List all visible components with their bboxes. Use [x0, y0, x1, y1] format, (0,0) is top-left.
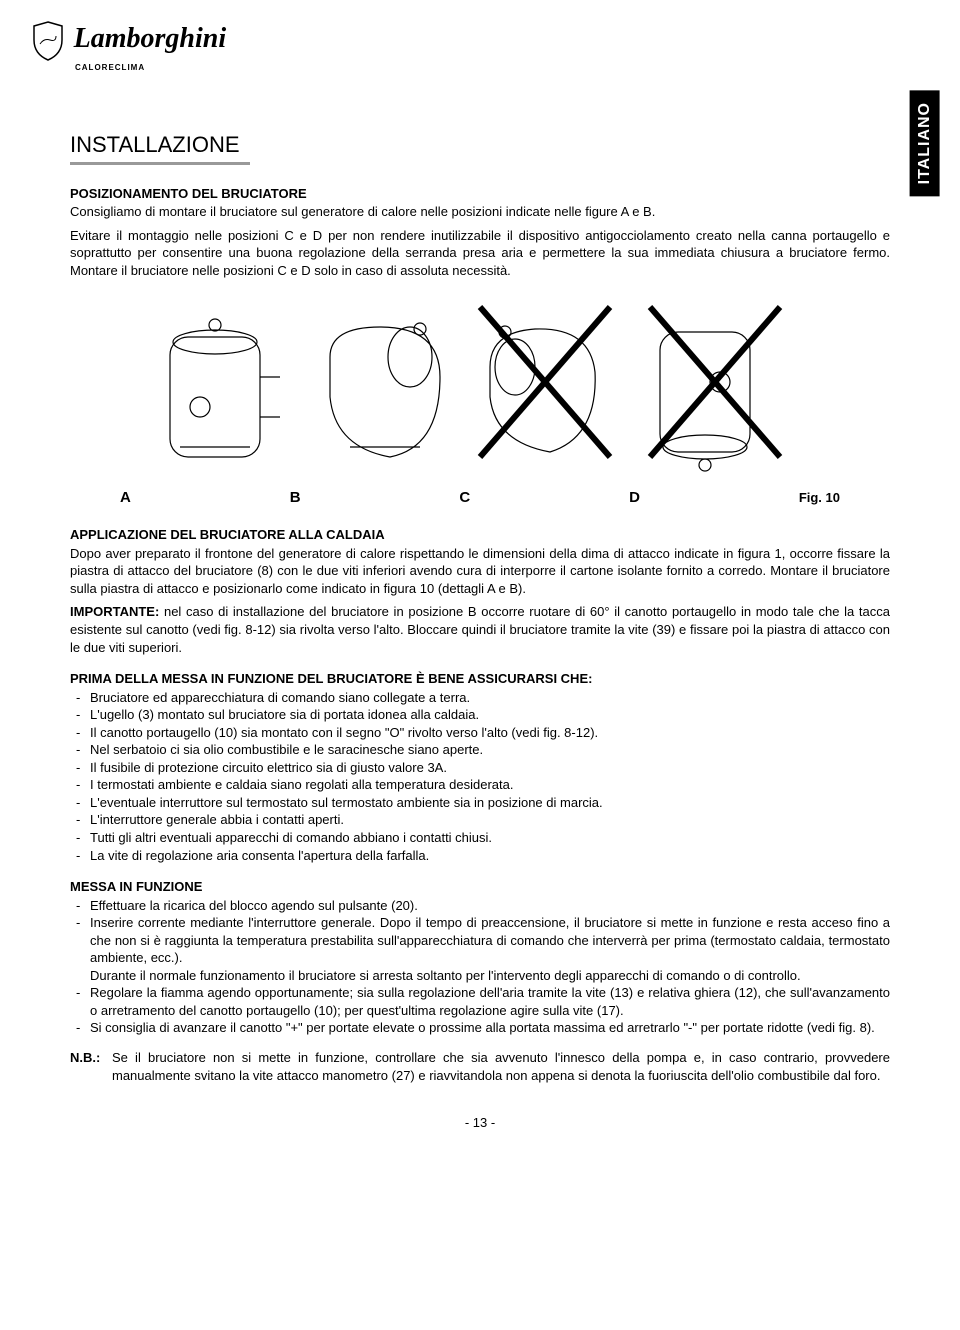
fig-b: B — [290, 488, 301, 508]
list-text: L'interruttore generale abbia i contatti… — [90, 811, 890, 829]
list-text: L'ugello (3) montato sul bruciatore sia … — [90, 706, 890, 724]
list-text: Tutti gli altri eventuali apparecchi di … — [90, 829, 890, 847]
list-text: Regolare la fiamma agendo opportunamente… — [90, 984, 890, 1019]
page-number: - 13 - — [70, 1114, 890, 1132]
list-text: La vite di regolazione aria consenta l'a… — [90, 847, 890, 865]
list-item: -L'ugello (3) montato sul bruciatore sia… — [76, 706, 890, 724]
dash: - — [76, 829, 90, 847]
list-item: -Bruciatore ed apparecchiatura di comand… — [76, 689, 890, 707]
dash: - — [76, 811, 90, 829]
dash: - — [76, 984, 90, 1019]
s3-head: PRIMA DELLA MESSA IN FUNZIONE DEL BRUCIA… — [70, 670, 890, 688]
s2-head: APPLICAZIONE DEL BRUCIATORE ALLA CALDAIA — [70, 526, 890, 544]
brand-sub: CALORECLIMA — [75, 63, 226, 74]
list-text: Si consiglia di avanzare il canotto "+" … — [90, 1019, 890, 1037]
list-item: -Il canotto portaugello (10) sia montato… — [76, 724, 890, 742]
list-text: L'eventuale interruttore sul termostato … — [90, 794, 890, 812]
shield-icon — [30, 20, 66, 67]
list-text: Bruciatore ed apparecchiatura di comando… — [90, 689, 890, 707]
s2-p2-head: IMPORTANTE: — [70, 604, 159, 619]
list-item: -Si consiglia di avanzare il canotto "+"… — [76, 1019, 890, 1037]
title-underline — [70, 162, 250, 165]
s2-p1: Dopo aver preparato il frontone del gene… — [70, 545, 890, 598]
dash: - — [76, 1019, 90, 1037]
dash: - — [76, 794, 90, 812]
list-text: Inserire corrente mediante l'interruttor… — [90, 914, 890, 984]
dash: - — [76, 689, 90, 707]
list-item: -La vite di regolazione aria consenta l'… — [76, 847, 890, 865]
s2-p2: IMPORTANTE: nel caso di installazione de… — [70, 603, 890, 656]
dash: - — [76, 706, 90, 724]
figure-10 — [70, 297, 890, 482]
nb-text: Se il bruciatore non si mette in funzion… — [112, 1049, 890, 1084]
list-text: I termostati ambiente e caldaia siano re… — [90, 776, 890, 794]
s4-head: MESSA IN FUNZIONE — [70, 878, 890, 896]
section-title: INSTALLAZIONE — [70, 130, 890, 160]
list-item: -Tutti gli altri eventuali apparecchi di… — [76, 829, 890, 847]
dash: - — [76, 759, 90, 777]
list-text: Il canotto portaugello (10) sia montato … — [90, 724, 890, 742]
list-item: -Effettuare la ricarica del blocco agend… — [76, 897, 890, 915]
list-item: -Inserire corrente mediante l'interrutto… — [76, 914, 890, 984]
list-text: Il fusibile di protezione circuito elett… — [90, 759, 890, 777]
list-item: -Nel serbatoio ci sia olio combustibile … — [76, 741, 890, 759]
dash: - — [76, 847, 90, 865]
nota-bene: N.B.: Se il bruciatore non si mette in f… — [70, 1049, 890, 1084]
list-item: -L'interruttore generale abbia i contatt… — [76, 811, 890, 829]
dash: - — [76, 776, 90, 794]
nb-label: N.B.: — [70, 1049, 112, 1084]
language-tab: ITALIANO — [910, 90, 940, 196]
brand-logo: Lamborghini CALORECLIMA — [30, 20, 226, 74]
fig-d: D — [629, 488, 640, 508]
fig-a: A — [120, 488, 131, 508]
dash: - — [76, 897, 90, 915]
list-text: Nel serbatoio ci sia olio combustibile e… — [90, 741, 890, 759]
s1-head: POSIZIONAMENTO DEL BRUCIATORE — [70, 185, 890, 203]
list-item: -Il fusibile di protezione circuito elet… — [76, 759, 890, 777]
s2-p2-text: nel caso di installazione del bruciatore… — [70, 604, 890, 654]
fig-c: C — [459, 488, 470, 508]
list-item: -L'eventuale interruttore sul termostato… — [76, 794, 890, 812]
list-item: -Regolare la fiamma agendo opportunament… — [76, 984, 890, 1019]
list-text: Effettuare la ricarica del blocco agendo… — [90, 897, 890, 915]
s1-p2: Evitare il montaggio nelle posizioni C e… — [70, 227, 890, 280]
list-item: -I termostati ambiente e caldaia siano r… — [76, 776, 890, 794]
dash: - — [76, 914, 90, 984]
s1-p1: Consigliamo di montare il bruciatore sul… — [70, 203, 890, 221]
dash: - — [76, 724, 90, 742]
figure-labels: A B C D Fig. 10 — [120, 488, 840, 508]
s3-list: -Bruciatore ed apparecchiatura di comand… — [76, 689, 890, 864]
dash: - — [76, 741, 90, 759]
fig-caption: Fig. 10 — [799, 489, 840, 507]
brand-name: Lamborghini — [74, 23, 226, 54]
s4-list: -Effettuare la ricarica del blocco agend… — [76, 897, 890, 1037]
